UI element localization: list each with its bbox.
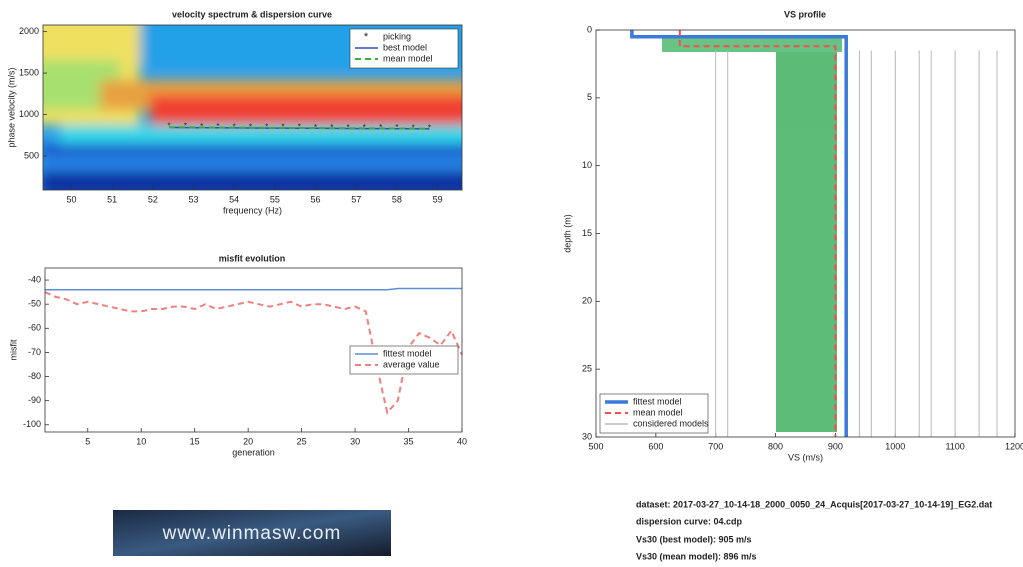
y-tick-label: 2000 — [19, 26, 39, 36]
x-tick-label: 55 — [270, 194, 280, 204]
y-tick-label: -60 — [28, 323, 41, 333]
x-tick-label: 52 — [148, 194, 158, 204]
info-line: Vs30 (mean model): 896 m/s — [636, 551, 757, 561]
y-tick-label: 5 — [587, 92, 592, 102]
picking-point: * — [184, 122, 187, 131]
y-tick-label: 10 — [582, 160, 592, 170]
picking-point: * — [395, 123, 398, 132]
legend-label: picking — [383, 31, 411, 41]
x-tick-label: 50 — [66, 194, 76, 204]
x-tick-label: 700 — [708, 441, 723, 451]
y-tick-label: 1500 — [19, 67, 39, 77]
y-tick-label: -80 — [28, 371, 41, 381]
logo-text: www.winmasw.com — [162, 523, 342, 544]
y-tick-label: 1000 — [19, 109, 39, 119]
x-tick-label: 30 — [350, 436, 360, 446]
y-axis-label: misfit — [8, 339, 18, 360]
x-axis-label: frequency (Hz) — [223, 205, 282, 215]
y-tick-label: 0 — [587, 24, 592, 34]
plot-frame — [595, 29, 1016, 438]
picking-point: * — [347, 123, 350, 132]
x-tick-label: 500 — [588, 441, 603, 451]
x-axis-label: VS (m/s) — [788, 452, 823, 462]
legend-label: best model — [383, 42, 427, 52]
x-tick-label: 1200 — [1005, 441, 1023, 451]
x-tick-label: 1100 — [945, 441, 964, 451]
x-tick-label: 35 — [404, 436, 414, 446]
legend-label: average value — [383, 359, 440, 369]
legend-marker: * — [364, 31, 369, 43]
x-tick-label: 15 — [190, 436, 200, 446]
info-line: dispersion curve: 04.cdp — [636, 516, 743, 526]
picking-point: * — [314, 123, 317, 132]
series-line — [45, 287, 462, 291]
legend-label: considered models — [633, 418, 709, 428]
picking-point: * — [265, 123, 268, 132]
x-tick-label: 5 — [85, 436, 90, 446]
plot-frame — [44, 267, 463, 433]
legend-label: mean model — [633, 407, 683, 417]
y-tick-label: 20 — [582, 296, 592, 306]
series-line — [630, 30, 848, 437]
y-tick-label: 500 — [24, 150, 39, 160]
x-tick-label: 54 — [229, 194, 239, 204]
plot-frame — [42, 24, 463, 191]
legend-label: fittest model — [633, 396, 682, 406]
x-tick-label: 25 — [297, 436, 307, 446]
y-tick-label: 25 — [582, 364, 592, 374]
y-tick-label: -70 — [28, 347, 41, 357]
x-tick-label: 1000 — [885, 441, 905, 451]
x-axis-label: generation — [232, 447, 275, 457]
y-tick-label: -100 — [23, 419, 41, 429]
x-tick-label: 10 — [136, 436, 146, 446]
y-tick-label: -40 — [28, 274, 41, 284]
y-tick-label: 30 — [582, 431, 592, 441]
x-tick-label: 800 — [768, 441, 783, 451]
x-tick-label: 51 — [107, 194, 117, 204]
series-line — [169, 126, 430, 130]
picking-point: * — [168, 121, 171, 130]
chart-title: misfit evolution — [219, 253, 286, 263]
x-tick-label: 57 — [351, 194, 361, 204]
x-tick-label: 600 — [648, 441, 663, 451]
y-tick-label: -90 — [28, 395, 41, 405]
chart-title: VS profile — [784, 9, 826, 19]
y-tick-label: 15 — [582, 228, 592, 238]
y-axis-label: phase velocity (m/s) — [6, 67, 16, 147]
y-tick-label: -50 — [28, 299, 41, 309]
x-tick-label: 40 — [457, 436, 467, 446]
considered-band — [662, 36, 842, 432]
legend-box — [349, 345, 459, 375]
info-line: Vs30 (best model): 905 m/s — [636, 534, 752, 544]
x-tick-label: 20 — [243, 436, 253, 446]
x-tick-label: 59 — [433, 194, 443, 204]
info-line: dataset: 2017-03-27_10-14-18_2000_0050_2… — [636, 499, 992, 509]
x-tick-label: 56 — [311, 194, 321, 204]
x-tick-label: 53 — [189, 194, 199, 204]
legend-label: mean model — [383, 53, 433, 63]
y-axis-label: depth (m) — [562, 214, 572, 253]
legend-label: fittest model — [383, 348, 432, 358]
series-line — [715, 50, 998, 437]
logo-box — [113, 510, 391, 556]
series-line — [44, 291, 463, 415]
x-tick-label: 58 — [392, 194, 402, 204]
picking-point: * — [216, 122, 219, 131]
x-tick-label: 900 — [828, 441, 843, 451]
series-line — [678, 30, 837, 437]
chart-title: velocity spectrum & dispersion curve — [172, 9, 332, 19]
